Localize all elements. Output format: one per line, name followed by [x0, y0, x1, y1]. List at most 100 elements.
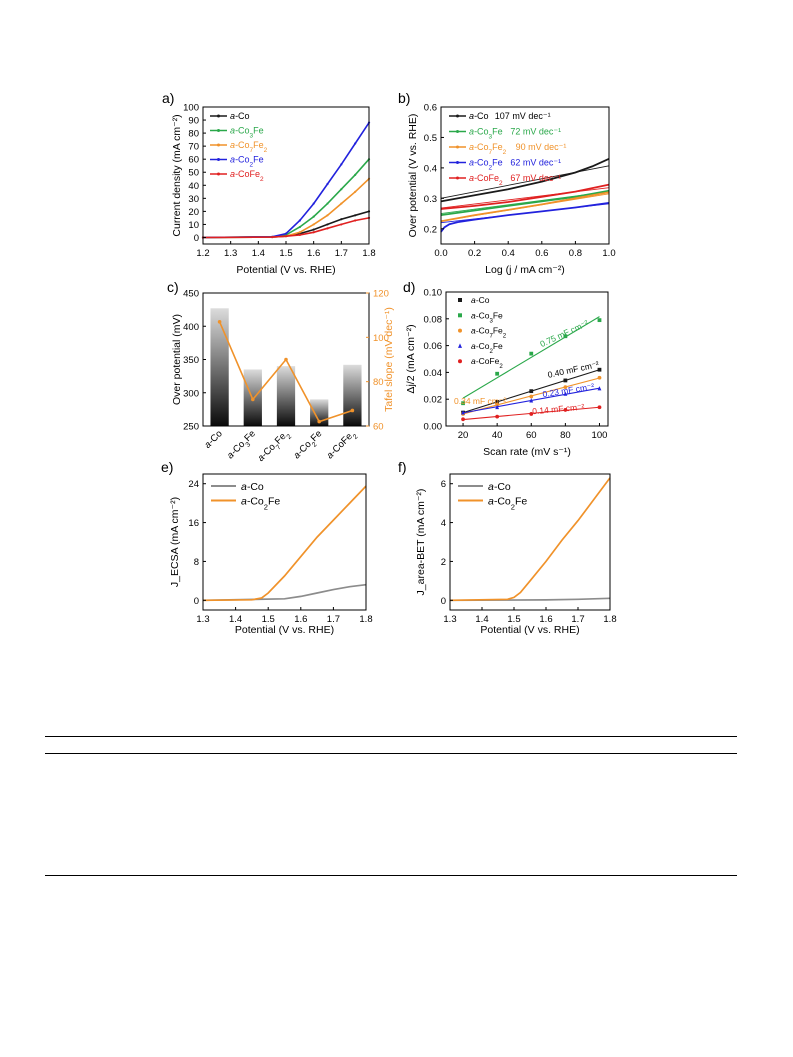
- data-point: [312, 223, 315, 226]
- data-point: [529, 351, 534, 356]
- legend-marker: [456, 130, 459, 133]
- y-axis-label: Δj/2 (mA cm⁻²): [405, 324, 417, 393]
- panel-f: f) 1.3 1.4 1.5 1.6 1.7 1.8 0 2 4 6 Potential (V vs.…: [398, 459, 617, 636]
- category-label: a-CoFe2: [325, 428, 360, 463]
- text-segment: 2: [499, 180, 503, 187]
- text-segment: Fe: [309, 428, 325, 444]
- data-point: [495, 414, 500, 419]
- tafel-point: [350, 408, 355, 413]
- plot-frame: [202, 473, 367, 611]
- x-tick-label: 1.8: [603, 614, 616, 625]
- text-segment: a-: [471, 341, 479, 351]
- data-point: [495, 404, 500, 410]
- text-segment: Fe: [493, 326, 503, 336]
- fit-line: [462, 316, 600, 399]
- panel-e: e) 1.3 1.4 1.5 1.6 1.7 1.8 0 8 16 24 Potential (V v…: [161, 459, 373, 636]
- text-segment: Co: [238, 111, 250, 121]
- tafel-point: [284, 357, 288, 362]
- text-segment: a-: [241, 496, 251, 508]
- series-line-a-Co7Fe2: [202, 178, 370, 239]
- text-segment: 7: [489, 149, 493, 156]
- data-point: [597, 405, 602, 410]
- y-tick-label: 0: [194, 233, 199, 244]
- y-tick-label: 0.06: [424, 341, 443, 352]
- text-segment: 2: [489, 347, 493, 354]
- data-point: [298, 225, 301, 229]
- category-label: a-Co7Fe2: [256, 428, 293, 465]
- legend-marker: [217, 172, 220, 176]
- data-point: [340, 188, 343, 191]
- y-tick-label: 0: [441, 596, 446, 607]
- text-segment: 7: [489, 332, 493, 339]
- text-segment: Co: [238, 126, 250, 136]
- x-tick-label: 1.8: [362, 248, 375, 259]
- text-segment: a-: [230, 126, 238, 136]
- legend-label: a-CoFe2: [471, 356, 503, 370]
- panel-label: b): [398, 90, 410, 106]
- text-segment: Co: [477, 111, 489, 121]
- text-segment: 2: [285, 433, 293, 441]
- y2-tick-label: 100: [373, 333, 389, 344]
- text-segment: Co: [479, 326, 490, 336]
- category-label: a-Co3Fe: [225, 428, 260, 463]
- text-segment: Fe: [253, 126, 264, 136]
- fit-line: [440, 165, 610, 199]
- text-segment: Fe: [268, 496, 280, 508]
- text-segment: 2: [260, 176, 264, 183]
- text-segment: 2: [499, 363, 503, 370]
- legend-label: a-CoFe2: [469, 173, 503, 187]
- bar: [343, 364, 362, 426]
- y-tick-label: 90: [188, 116, 199, 127]
- plot-frame: [440, 106, 610, 245]
- y-tick-label: 450: [183, 289, 199, 300]
- text-segment: a-: [469, 158, 477, 168]
- y2-tick-label: 120: [373, 289, 389, 300]
- text-segment: a-: [471, 310, 479, 320]
- data-point: [340, 202, 343, 205]
- data-point: [563, 408, 568, 412]
- text-segment: 2: [311, 441, 319, 449]
- x-tick-label: 1.5: [262, 614, 275, 625]
- x-tick-label: 1.6: [539, 614, 552, 625]
- x-tick-label: 1.0: [602, 248, 615, 259]
- data-point: [354, 190, 357, 193]
- x-axis-label: Scan rate (mV s⁻¹): [483, 446, 571, 458]
- text-segment: a-: [471, 326, 479, 336]
- fit-line: [440, 191, 610, 215]
- x-tick-label: 1.6: [307, 248, 320, 259]
- text-segment: a-: [488, 481, 498, 493]
- panel-a: a) 1.2 1.3 1.4 1.5 1.6 1.7 1.8 0 10 20 30 40 50 60 70 80…: [162, 90, 376, 276]
- data-point: [312, 231, 315, 234]
- y-axis-label: Over potential (mV): [171, 314, 183, 405]
- fit-line: [440, 203, 610, 224]
- fit-line: [440, 193, 610, 222]
- legend-label: a-CoFe2: [230, 169, 264, 183]
- x-axis-label: Log (j / mA cm⁻²): [485, 264, 565, 276]
- legend-label: a-Co7Fe2: [469, 142, 507, 156]
- data-point: [326, 214, 329, 217]
- x-tick-label: 1.4: [229, 614, 242, 625]
- data-point: [312, 228, 315, 231]
- data-point: [326, 182, 329, 186]
- tafel-point: [251, 397, 255, 402]
- legend-label: a-Co: [469, 111, 489, 121]
- y-tick-label: 2: [441, 557, 446, 568]
- category-label: a-Co2Fe: [291, 428, 326, 463]
- data-point: [563, 391, 568, 396]
- data-point: [354, 219, 357, 222]
- series-line-a-Co: [440, 157, 610, 203]
- text-segment: 7: [250, 147, 254, 154]
- data-point: [461, 417, 465, 422]
- panel-d: d) 0.40 mF cm⁻² 0.75 mF cm⁻² 0.34 mF cm⁻² 0.…: [403, 279, 609, 458]
- legend-marker: [217, 114, 220, 118]
- series-line-a-Co3Fe: [202, 158, 370, 239]
- x-axis-label: Potential (V vs. RHE): [236, 264, 335, 276]
- x-tick-label: 1.4: [475, 614, 488, 625]
- y-tick-label: 4: [441, 518, 446, 529]
- table-top-rule: [45, 736, 737, 737]
- text-segment: Co: [497, 481, 511, 493]
- y-axis-label: J_ECSA (mA cm⁻²): [169, 497, 181, 587]
- y-tick-label: 40: [188, 181, 199, 192]
- plot-frame: [449, 473, 611, 611]
- data-point: [529, 412, 534, 416]
